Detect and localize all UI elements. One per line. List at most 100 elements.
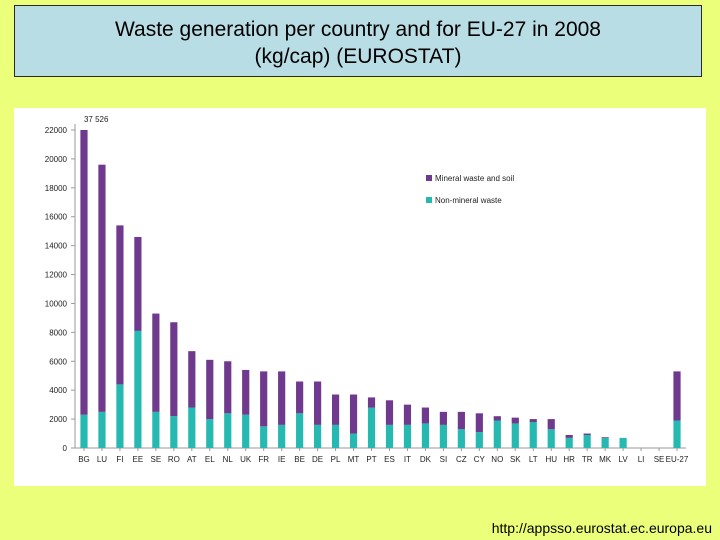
x-tick-label-lu: LU [97,455,107,464]
chart-title-line-1: Waste generation per country and for EU-… [114,18,601,41]
bar-non-mineral-ee [134,330,142,448]
legend-label-1: Non-mineral waste [435,196,502,205]
bar-non-mineral-fr [260,426,268,448]
annotation-label: 37 526 [84,115,109,124]
x-tick-label-cy: CY [474,455,486,464]
x-tick-label-ro: RO [168,455,180,464]
stacked-bar-chart: 0 2000 4000 6000 8000 10000 12000 14000 16000 180… [45,115,689,464]
y-tick-label: 22000 [45,126,68,135]
bar-non-mineral-cz [457,429,465,448]
bar-non-mineral-pt [367,407,376,448]
x-tick-label-tr: TR [582,455,593,464]
bar-mineral-hr [565,434,573,438]
x-tick-label-it: IT [404,455,411,464]
y-tick-label: 14000 [45,242,68,251]
y-tick-label: 0 [63,444,68,453]
x-tick-label-pt: PT [366,455,376,464]
y-tick-label: 20000 [45,155,68,164]
bar-non-mineral-pl [331,424,340,448]
x-tick-label-eu-27: EU-27 [666,455,689,464]
bar-non-mineral-de [314,424,322,448]
bar-non-mineral-it [403,424,412,448]
y-tick-label: 4000 [49,386,67,395]
bar-non-mineral-lv [619,437,627,448]
x-tick-label-el: EL [205,455,215,464]
x-tick-label-ie: IE [278,455,286,464]
bar-non-mineral-hr [565,437,573,448]
bar-mineral-es [385,400,394,425]
bar-non-mineral-el [206,419,214,448]
y-tick-label: 18000 [45,184,68,193]
bar-non-mineral-es [385,424,394,448]
bar-mineral-dk [421,407,430,424]
y-tick-label: 8000 [49,328,67,337]
bar-non-mineral-ro [170,416,178,448]
bar-mineral-lt [529,419,537,422]
bar-non-mineral-bg [80,414,88,448]
x-tick-label-uk: UK [240,455,252,464]
bar-mineral-nl [224,361,232,414]
bar-non-mineral-fi [116,384,124,448]
x-tick-label-lt: LT [529,455,538,464]
bar-non-mineral-mt [349,433,358,448]
y-tick-label: 16000 [45,213,68,222]
x-tick-label-li: LI [638,455,645,464]
x-tick-label-mt: MT [348,455,360,464]
bar-mineral-no [493,416,501,421]
bar-mineral-bg [80,130,88,415]
bar-non-mineral-sk [511,423,519,448]
bar-mineral-se [152,313,160,412]
bar-non-mineral-be [296,413,304,448]
x-tick-label-cz: CZ [456,455,467,464]
x-tick-label-fi: FI [116,455,123,464]
bar-mineral-mk [601,437,609,438]
bar-mineral-mt [349,394,358,434]
x-tick-label-hu: HU [545,455,557,464]
x-tick-label-si: SI [440,455,448,464]
chart-title-line-2: (kg/cap) (EUROSTAT) [254,45,462,68]
bar-non-mineral-mk [601,437,609,448]
x-tick-label-se: SE [654,455,665,464]
bar-non-mineral-hu [547,429,555,448]
bar-non-mineral-dk [421,423,430,448]
bar-mineral-uk [242,369,250,415]
bar-mineral-si [439,411,447,425]
bar-mineral-tr [583,433,591,435]
x-tick-label-es: ES [384,455,395,464]
x-tick-label-de: DE [312,455,323,464]
bar-mineral-fr [260,371,268,427]
bar-mineral-it [403,404,412,425]
bar-non-mineral-uk [242,414,250,448]
x-tick-label-se: SE [151,455,162,464]
bar-mineral-at [188,351,196,408]
bar-mineral-pl [331,394,340,425]
bar-mineral-ee [134,236,142,331]
bar-non-mineral-lu [98,411,106,448]
bar-mineral-ro [170,322,178,417]
x-tick-label-no: NO [491,455,503,464]
legend-label-0: Mineral waste and soil [435,174,514,183]
bar-non-mineral-se [152,411,160,448]
bar-mineral-be [296,381,304,414]
x-tick-label-pl: PL [331,455,341,464]
x-tick-label-lv: LV [619,455,629,464]
bar-non-mineral-lt [529,421,537,448]
legend-swatch-0 [426,175,432,181]
legend-swatch-1 [426,197,432,203]
chart-panel: 0 2000 4000 6000 8000 10000 12000 14000 16000 180… [14,108,706,486]
x-tick-label-dk: DK [420,455,432,464]
bar-mineral-hu [547,419,555,430]
x-tick-label-nl: NL [223,455,234,464]
bar-mineral-pt [367,397,376,408]
y-tick-label: 6000 [49,357,67,366]
bar-non-mineral-si [439,424,447,448]
x-tick-label-ee: EE [133,455,144,464]
bar-mineral-eu-27 [673,371,681,421]
bar-mineral-sk [511,417,519,424]
x-tick-label-bg: BG [78,455,90,464]
bar-non-mineral-cy [475,432,483,448]
source-url: http://appsso.eurostat.ec.europa.eu [491,520,712,536]
y-tick-label: 12000 [45,271,68,280]
bar-non-mineral-eu-27 [673,420,681,448]
x-tick-label-at: AT [187,455,197,464]
